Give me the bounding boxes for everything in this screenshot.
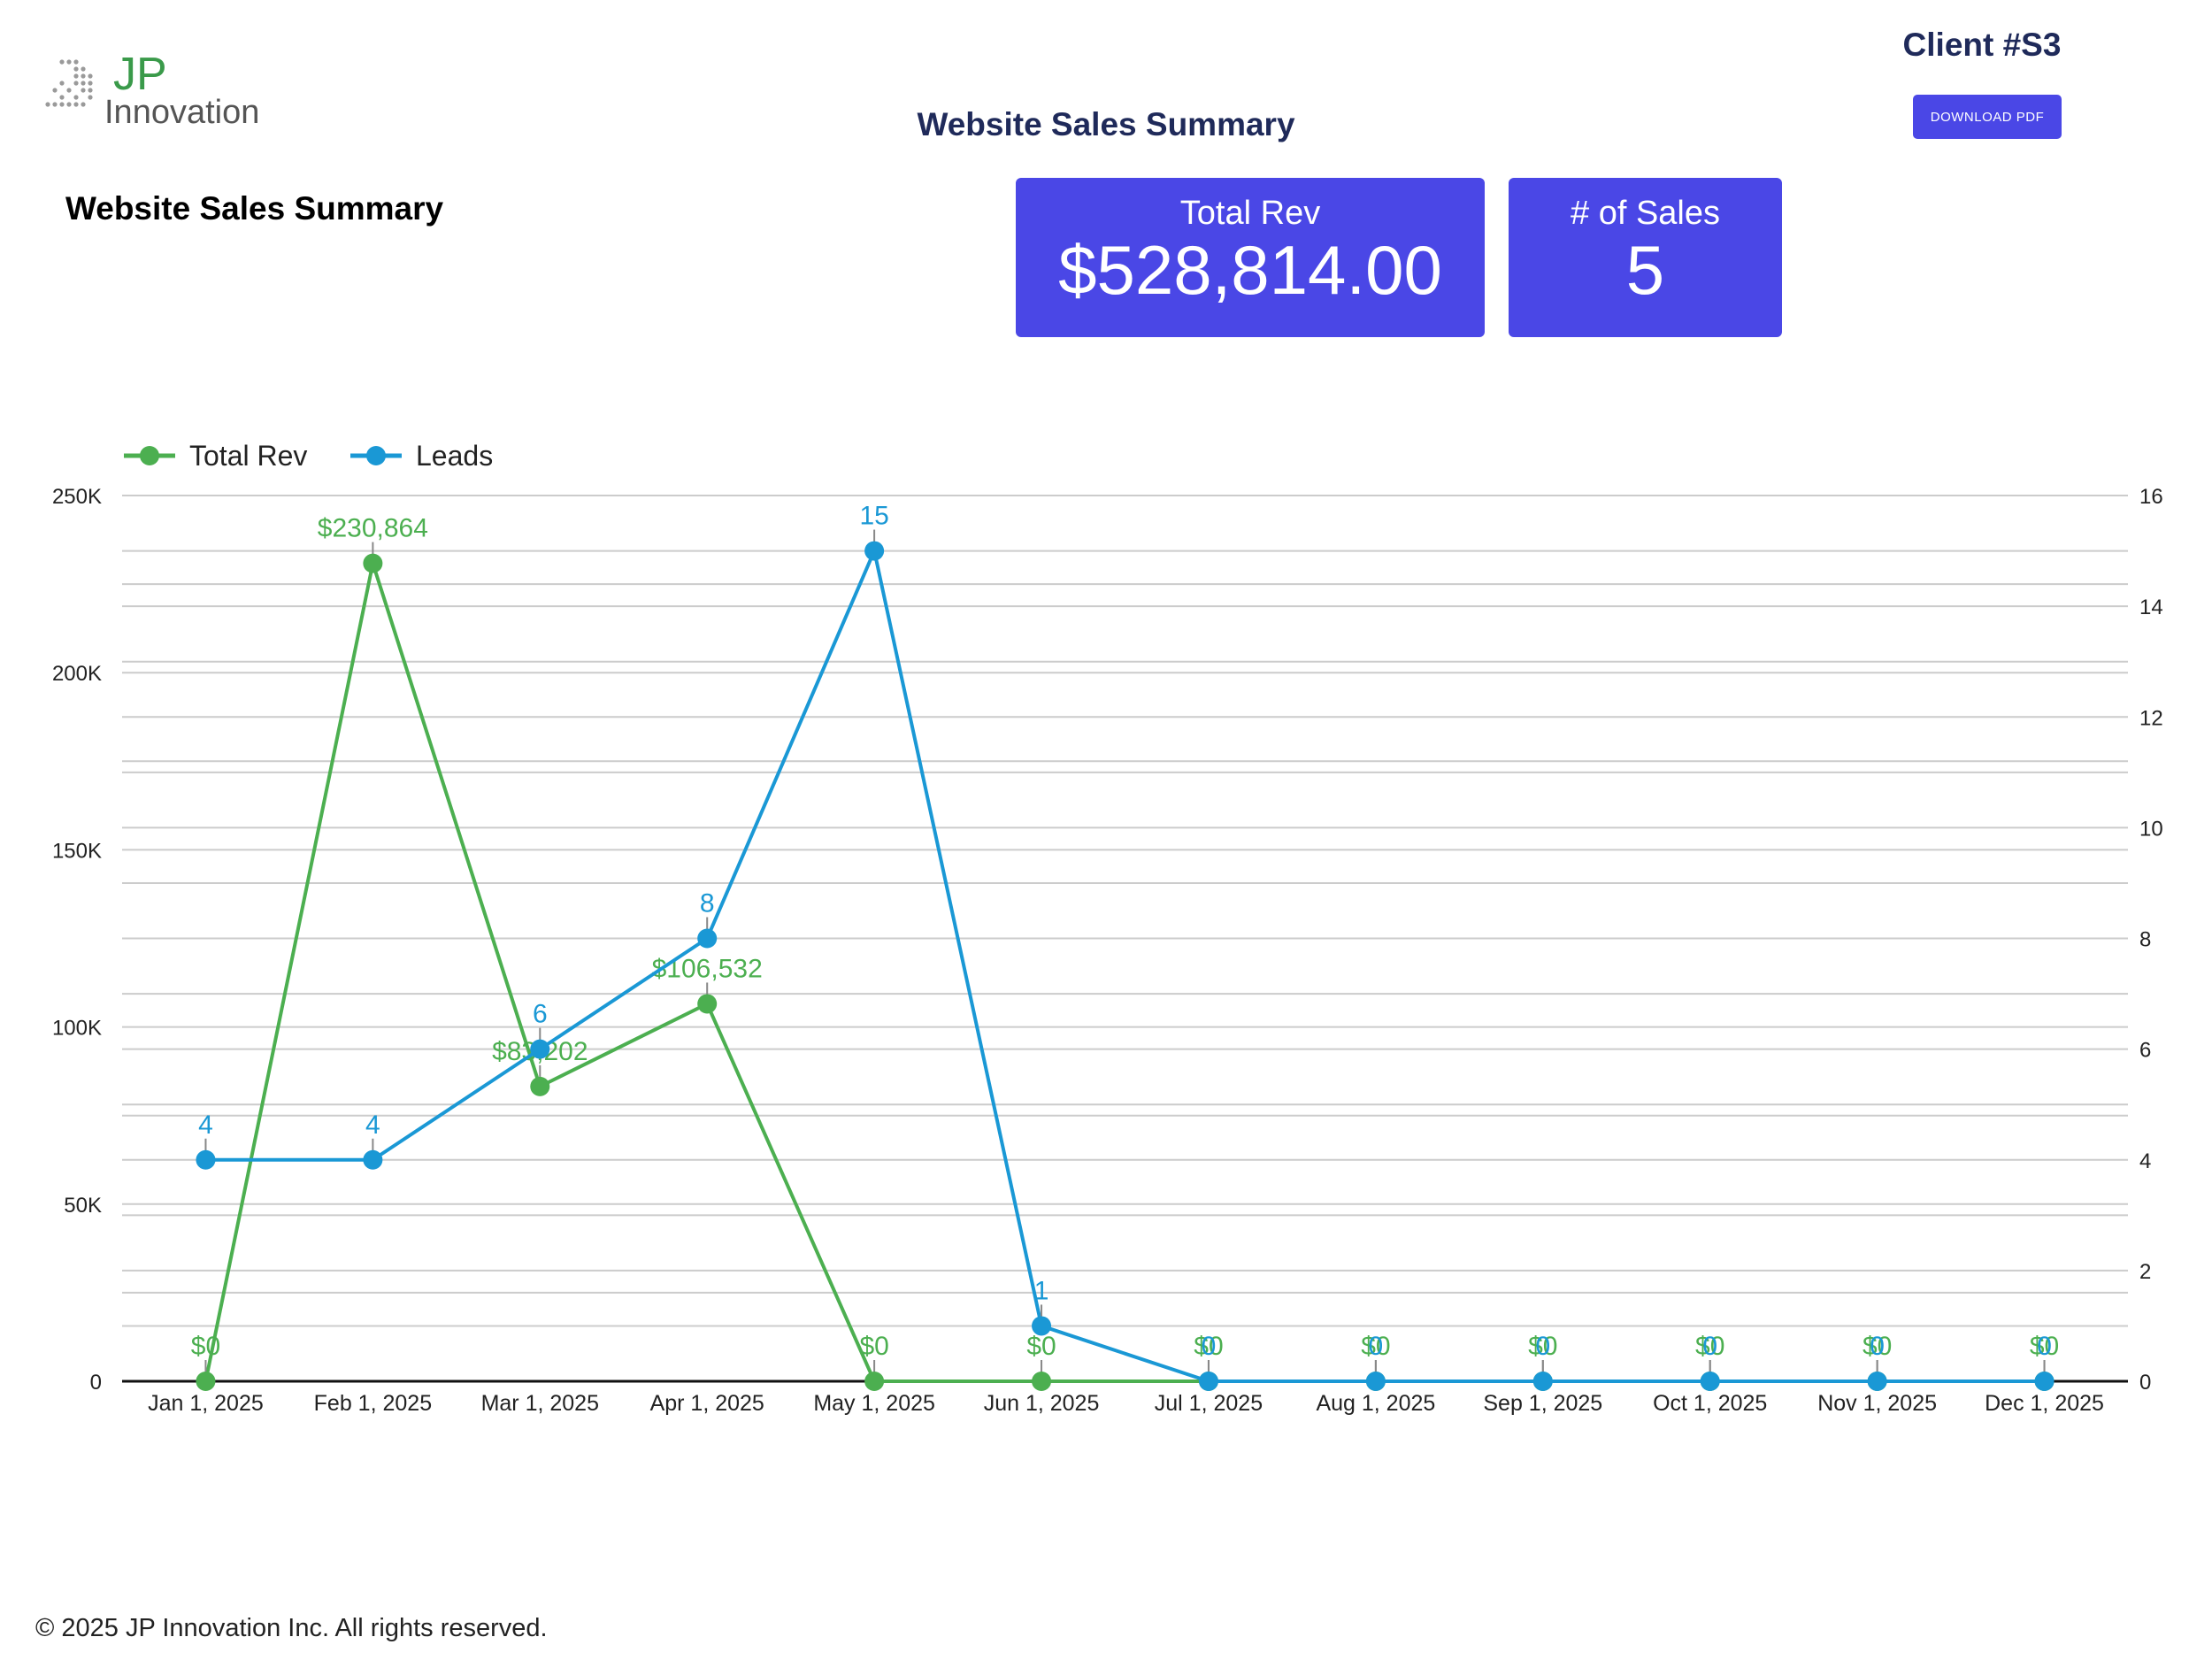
data-label: $106,532 xyxy=(652,954,763,983)
data-label: $0 xyxy=(1026,1332,1056,1361)
kpi-num-sales-label: # of Sales xyxy=(1571,195,1720,232)
legend-swatch-dot xyxy=(366,446,386,465)
data-point xyxy=(864,1372,885,1391)
download-pdf-button[interactable]: DOWNLOAD PDF xyxy=(1913,95,2062,139)
data-point xyxy=(1532,1372,1553,1391)
x-axis-tick-label: Jul 1, 2025 xyxy=(1155,1391,1263,1416)
data-point xyxy=(1198,1372,1218,1391)
data-point xyxy=(697,928,718,949)
data-label: 1 xyxy=(1034,1276,1049,1305)
data-label: $0 xyxy=(1361,1332,1390,1361)
left-axis-tick-label: 200K xyxy=(52,662,102,686)
series-line-total-rev xyxy=(204,561,2045,1383)
right-axis-tick-label: 0 xyxy=(2139,1371,2151,1395)
data-point xyxy=(1365,1372,1386,1391)
x-axis-tick-label: Aug 1, 2025 xyxy=(1316,1391,1435,1416)
data-point xyxy=(1867,1372,1887,1391)
data-label: 8 xyxy=(700,889,715,918)
data-point xyxy=(363,1149,383,1170)
left-axis-tick-label: 250K xyxy=(52,485,102,509)
logo-dots-icon xyxy=(45,59,93,107)
x-axis-tick-label: Sep 1, 2025 xyxy=(1483,1391,1602,1416)
data-point xyxy=(1032,1372,1052,1391)
data-point xyxy=(864,541,885,561)
x-axis-tick-label: Mar 1, 2025 xyxy=(481,1391,599,1416)
data-point xyxy=(530,1039,550,1059)
data-point xyxy=(2034,1372,2055,1391)
logo-innovation-text: Innovation xyxy=(104,94,260,131)
data-point xyxy=(1700,1372,1720,1391)
data-label: 0 xyxy=(2037,1332,2052,1361)
data-label: $83,202 xyxy=(492,1037,588,1066)
data-label: 0 xyxy=(1535,1332,1550,1361)
x-axis-tick-label: Apr 1, 2025 xyxy=(650,1391,764,1416)
data-point xyxy=(196,1372,216,1391)
data-label: 0 xyxy=(1369,1332,1384,1361)
data-label: $0 xyxy=(1695,1332,1724,1361)
kpi-num-sales-card: # of Sales 5 xyxy=(1509,178,1782,337)
x-axis-tick-label: Feb 1, 2025 xyxy=(314,1391,432,1416)
left-axis-tick-label: 50K xyxy=(64,1194,102,1218)
data-label: 0 xyxy=(1702,1332,1717,1361)
data-label: $230,864 xyxy=(318,514,428,543)
data-label: $0 xyxy=(1194,1332,1223,1361)
kpi-num-sales-value: 5 xyxy=(1625,231,1665,309)
data-point xyxy=(530,1076,550,1096)
data-label: $0 xyxy=(2030,1332,2059,1361)
right-axis-tick-label: 14 xyxy=(2139,596,2163,619)
legend-label: Total Rev xyxy=(189,440,307,472)
data-label: $0 xyxy=(191,1332,220,1361)
data-point xyxy=(196,1149,216,1170)
footer-copyright: © 2025 JP Innovation Inc. All rights res… xyxy=(35,1614,548,1642)
data-point xyxy=(363,553,383,573)
data-label: 4 xyxy=(365,1111,380,1140)
data-label: $0 xyxy=(859,1332,888,1361)
series-line-leads xyxy=(205,549,2045,1383)
left-axis-tick-label: 100K xyxy=(52,1017,102,1041)
right-axis-tick-label: 16 xyxy=(2139,485,2163,509)
data-label: 0 xyxy=(1870,1332,1885,1361)
data-label: 0 xyxy=(1202,1332,1217,1361)
right-axis-tick-label: 8 xyxy=(2139,928,2151,952)
right-axis-tick-label: 4 xyxy=(2139,1149,2151,1173)
kpi-total-rev-value: $528,814.00 xyxy=(1058,231,1442,309)
data-point xyxy=(1532,1372,1553,1391)
left-axis-tick-label: 0 xyxy=(90,1371,102,1395)
data-label: $0 xyxy=(1528,1332,1557,1361)
right-axis-tick-label: 6 xyxy=(2139,1039,2151,1063)
data-label: 4 xyxy=(198,1111,213,1140)
data-point xyxy=(1198,1372,1218,1391)
right-axis-tick-label: 12 xyxy=(2139,706,2163,730)
company-logo: JP Innovation xyxy=(44,49,260,134)
right-axis-tick-label: 10 xyxy=(2139,817,2163,841)
data-point xyxy=(697,994,718,1014)
legend-label: Leads xyxy=(416,440,493,472)
data-label: 15 xyxy=(859,502,888,531)
x-axis-tick-label: Dec 1, 2025 xyxy=(1985,1391,2104,1416)
data-point xyxy=(1867,1372,1887,1391)
data-label: 6 xyxy=(533,1000,548,1029)
data-point xyxy=(1032,1316,1052,1336)
page-title: Website Sales Summary xyxy=(917,106,1295,142)
data-point xyxy=(1700,1372,1720,1391)
x-axis-tick-label: Oct 1, 2025 xyxy=(1653,1391,1767,1416)
right-axis-tick-label: 2 xyxy=(2139,1260,2151,1284)
kpi-total-rev-card: Total Rev $528,814.00 xyxy=(1016,178,1485,337)
kpi-total-rev-label: Total Rev xyxy=(1179,195,1321,232)
x-axis-tick-label: Jun 1, 2025 xyxy=(984,1391,1100,1416)
data-point xyxy=(1365,1372,1386,1391)
client-label: Client #S3 xyxy=(1902,27,2062,63)
legend-swatch-dot xyxy=(140,446,159,465)
left-axis-tick-label: 150K xyxy=(52,839,102,863)
x-axis-tick-label: Jan 1, 2025 xyxy=(148,1391,264,1416)
x-axis-tick-label: May 1, 2025 xyxy=(813,1391,935,1416)
section-title: Website Sales Summary xyxy=(65,190,444,227)
x-axis-tick-label: Nov 1, 2025 xyxy=(1817,1391,1937,1416)
logo-jp-text: JP xyxy=(113,49,167,100)
data-label: $0 xyxy=(1863,1332,1892,1361)
data-point xyxy=(2034,1372,2055,1391)
